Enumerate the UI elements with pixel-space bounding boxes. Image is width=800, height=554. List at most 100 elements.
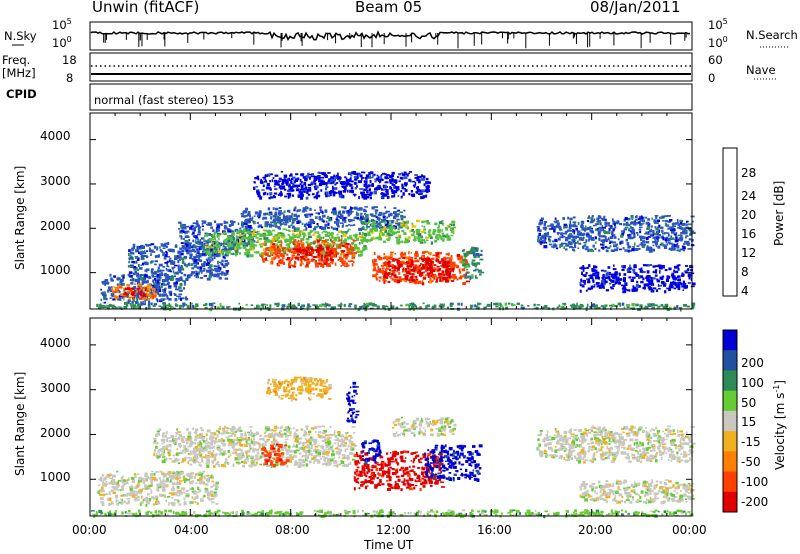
data-cell-p0-r11 [414, 257, 417, 259]
data-cell-p0-r15 [625, 282, 628, 286]
data-cell-p0-r13 [393, 193, 396, 198]
data-cell-p0-r5 [336, 245, 338, 250]
data-cell-p0-r13 [313, 185, 316, 188]
data-cell-p0-r13 [275, 182, 279, 186]
data-cell-p1-r0 [144, 478, 147, 482]
data-cell-p0-r3 [189, 253, 193, 257]
data-cell-p0-r5 [266, 229, 271, 233]
data-cell-p0-r3 [224, 262, 228, 267]
data-cell-p0-r8 [289, 219, 291, 222]
data-cell-p0-r9 [366, 222, 370, 225]
data-cell-p0-r6 [291, 255, 294, 259]
data-cell-p0-r3 [152, 251, 156, 253]
data-cell-p0-r8 [396, 213, 400, 216]
data-cell-p0-r0 [174, 298, 178, 302]
data-cell-p0-r4 [185, 230, 190, 233]
data-cell-p0-r8 [260, 226, 264, 229]
data-cell-p0-r8 [328, 218, 332, 222]
data-cell-p0-r3 [160, 269, 165, 272]
data-cell-p0-r10 [382, 278, 386, 282]
data-cell-p0-r8 [385, 210, 388, 214]
data-cell-p0-r8 [388, 213, 391, 216]
data-cell-p0-r7 [312, 258, 315, 261]
data-cell-p0-r3 [204, 252, 207, 255]
data-cell-p0-r8 [379, 213, 382, 216]
data-cell-p0-r15 [672, 281, 675, 284]
data-cell-p0-r16 [592, 303, 595, 306]
data-cell-p0-r13 [285, 182, 289, 186]
data-cell-p0-r13 [345, 180, 349, 184]
data-cell-p0-r3 [139, 267, 143, 270]
data-cell-p0-r15 [668, 267, 672, 271]
data-cell-p0-r13 [266, 192, 269, 196]
data-cell-p0-r13 [418, 180, 421, 184]
data-cell-p0-r9 [405, 240, 410, 243]
data-cell-p0-r13 [305, 175, 310, 179]
data-cell-p0-r13 [384, 188, 388, 191]
data-cell-p0-r8 [341, 225, 344, 228]
data-cell-p0-r16 [306, 306, 310, 309]
data-cell-p0-r10 [372, 268, 377, 272]
data-cell-p0-r11 [429, 277, 432, 281]
data-cell-p0-r4 [199, 242, 204, 246]
data-cell-p0-r9 [375, 237, 379, 240]
data-cell-p1-r0 [189, 487, 193, 491]
data-cell-p0-r15 [585, 272, 588, 275]
data-cell-p0-r6 [301, 246, 304, 250]
data-cell-p0-r5 [237, 231, 240, 233]
data-cell-p0-r15 [643, 283, 646, 287]
data-cell-p0-r15 [629, 264, 631, 268]
data-cell-p0-r9 [441, 238, 445, 240]
data-cell-p0-r14 [679, 219, 684, 222]
data-cell-p0-r8 [284, 219, 289, 224]
data-cell-p0-r3 [211, 269, 215, 271]
data-cell-p0-r5 [239, 240, 242, 244]
data-cell-p0-r13 [266, 182, 270, 187]
data-cell-p0-r0 [109, 297, 112, 299]
data-cell-p0-r16 [191, 305, 195, 309]
data-cell-p0-r3 [167, 265, 170, 268]
velocity-ytick-2000: 2000 [40, 426, 71, 440]
data-cell-p0-r7 [301, 249, 304, 252]
data-cell-p0-r10 [400, 254, 403, 259]
data-cell-p0-r5 [288, 241, 292, 245]
data-cell-p0-r9 [416, 236, 420, 239]
data-cell-p0-r3 [135, 267, 138, 270]
data-cell-p0-r5 [256, 251, 260, 254]
data-cell-p0-r11 [446, 273, 450, 277]
data-cell-p0-r4 [231, 243, 235, 247]
data-cell-p0-r8 [242, 210, 246, 214]
data-cell-p0-r0 [169, 293, 171, 296]
data-cell-p0-r13 [350, 180, 354, 183]
data-cell-p0-r14 [629, 225, 632, 229]
data-cell-p0-r16 [165, 306, 170, 311]
data-cell-p0-r9 [452, 223, 456, 227]
data-cell-p0-r0 [165, 287, 167, 290]
data-cell-p0-r13 [348, 178, 352, 182]
data-cell-p0-r10 [373, 251, 376, 255]
data-cell-p0-r14 [639, 236, 642, 240]
data-cell-p0-r8 [336, 214, 339, 218]
data-cell-p0-r13 [346, 182, 350, 186]
data-cell-p0-r5 [242, 246, 247, 249]
data-cell-p0-r14 [670, 231, 675, 234]
data-cell-p0-r16 [562, 306, 565, 309]
data-cell-p0-r16 [612, 303, 615, 307]
data-cell-p0-r15 [691, 282, 696, 286]
data-cell-p0-r14 [605, 249, 609, 253]
data-cell-p0-r14 [639, 218, 643, 222]
velocity-ytick-1000: 1000 [40, 470, 71, 484]
data-cell-p0-r5 [329, 232, 333, 236]
data-cell-p0-r10 [378, 279, 381, 282]
data-cell-p0-r3 [224, 259, 228, 262]
data-cell-p1-r0 [145, 488, 148, 490]
data-cell-p0-r9 [416, 219, 420, 223]
nsearch-label: N.Search [746, 28, 798, 42]
data-cell-p0-r3 [144, 262, 149, 266]
data-cell-p0-r9 [388, 220, 391, 223]
data-cell-p0-r15 [677, 288, 681, 291]
data-cell-p0-r3 [144, 269, 147, 272]
data-cell-p0-r14 [567, 216, 570, 220]
data-cell-p0-r6 [353, 252, 358, 255]
data-cell-p0-r13 [269, 193, 273, 196]
